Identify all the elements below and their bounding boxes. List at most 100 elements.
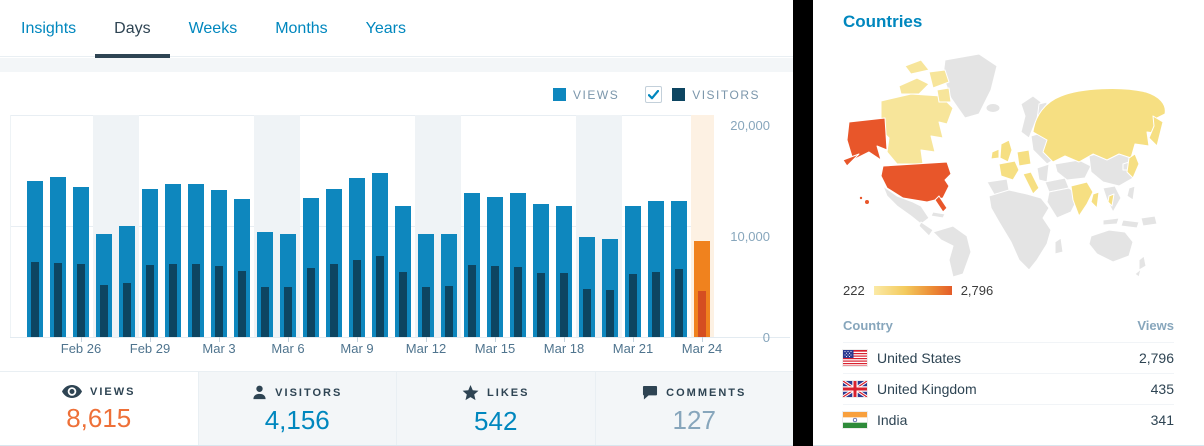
visitors-bar-mar-11[interactable] [399, 272, 407, 337]
visitors-bar-mar-5[interactable] [261, 287, 269, 337]
visitors-bar-mar-12[interactable] [422, 287, 430, 337]
visitors-bar-feb-29[interactable] [146, 265, 154, 337]
visitors-bar-mar-19[interactable] [583, 289, 591, 337]
x-label-mar-3: Mar 3 [202, 341, 236, 356]
countries-table: Country Views United States 2,796 United K… [843, 318, 1174, 435]
visitors-checkbox[interactable] [645, 86, 663, 103]
y-tick-10000: 10,000 [730, 229, 770, 244]
map-united-kingdom [999, 139, 1013, 163]
x-tick [564, 337, 565, 342]
x-tick [495, 337, 496, 342]
country-views: 435 [1150, 381, 1174, 397]
visitors-bar-mar-16[interactable] [514, 267, 522, 337]
countries-table-header: Country Views [843, 318, 1174, 342]
map-germany [1016, 149, 1032, 167]
visitors-bar-mar-4[interactable] [238, 271, 246, 337]
map-legend-min: 222 [843, 283, 865, 298]
map-mexico [882, 185, 930, 225]
summary-tab-label-row: VISITORS [199, 385, 397, 400]
visitors-bar-mar-7[interactable] [307, 268, 315, 337]
y-tick-20000: 20,000 [730, 118, 770, 133]
summary-tab-visitors[interactable]: VISITORS 4,156 [197, 372, 397, 445]
map-legend-gradient [873, 286, 952, 295]
visitors-bar-feb-27[interactable] [100, 285, 108, 337]
map-central-asia [1054, 159, 1092, 181]
summary-tab-value: 127 [672, 405, 716, 435]
country-name: India [877, 412, 908, 428]
country-row-us[interactable]: United States 2,796 [843, 342, 1174, 373]
map-united-states [880, 161, 952, 203]
tab-years[interactable]: Years [365, 19, 406, 37]
period-tabbar: Insights Days Weeks Months Years [0, 0, 793, 58]
x-label-mar-6: Mar 6 [271, 341, 305, 356]
eye-icon [62, 385, 83, 398]
tab-insights[interactable]: Insights [21, 19, 77, 37]
map-russia [1032, 88, 1166, 163]
map-orange-regions [842, 117, 952, 213]
summary-tab-comments[interactable]: COMMENTS 127 [594, 372, 793, 445]
comment-icon [642, 385, 658, 400]
map-africa [988, 189, 1052, 271]
country-name: United States [877, 350, 962, 366]
map-scandinavia [1020, 95, 1042, 139]
tab-weeks[interactable]: Weeks [188, 19, 238, 37]
country-row-in[interactable]: India 341 [843, 404, 1174, 435]
summary-tab-label: LIKES [487, 387, 530, 399]
summary-tab-label-row: LIKES [397, 385, 595, 401]
visitors-bar-feb-25[interactable] [54, 263, 62, 337]
x-tick [633, 337, 634, 342]
visitors-bar-mar-2[interactable] [192, 264, 200, 337]
visitors-bar-mar-21[interactable] [629, 274, 637, 337]
visitors-bar-mar-20[interactable] [606, 290, 614, 337]
visitors-bar-mar-15[interactable] [491, 266, 499, 337]
visitors-bar-mar-24[interactable] [698, 291, 706, 337]
visitors-bar-mar-22[interactable] [652, 272, 660, 337]
views-column-header: Views [1137, 318, 1174, 333]
map-kamchatka [1148, 115, 1164, 147]
visitors-bar-feb-26[interactable] [77, 264, 85, 337]
country-row-gb[interactable]: United Kingdom 435 [843, 373, 1174, 404]
tab-months[interactable]: Months [275, 19, 328, 37]
x-tick [150, 337, 151, 342]
countries-panel: Countries [813, 0, 1204, 446]
legend-visitors: VISITORS [645, 86, 760, 103]
map-france [998, 160, 1020, 181]
map-india [1070, 181, 1094, 217]
country-views: 341 [1150, 412, 1174, 428]
x-label-mar-9: Mar 9 [340, 341, 374, 356]
visitors-bar-mar-23[interactable] [675, 269, 683, 337]
summary-tab-label-row: VIEWS [0, 385, 198, 398]
legend-visitors-label: VISITORS [692, 87, 760, 102]
map-legend: 222 2,796 [843, 283, 993, 298]
tab-days[interactable]: Days [95, 0, 171, 58]
world-map[interactable] [841, 46, 1176, 278]
summary-tab-views[interactable]: VIEWS 8,615 [0, 372, 198, 445]
x-label-mar-15: Mar 15 [474, 341, 516, 356]
map-alaska [846, 117, 888, 161]
chart-legend: VIEWS VISITORS [553, 86, 760, 103]
x-tick [357, 337, 358, 342]
visitors-bar-feb-24[interactable] [31, 262, 39, 337]
visitors-bar-mar-13[interactable] [445, 286, 453, 337]
map-italy [1022, 171, 1040, 195]
visitors-bar-mar-10[interactable] [376, 256, 384, 337]
user-icon [252, 385, 267, 400]
summary-tab-likes[interactable]: LIKES 542 [396, 372, 595, 445]
x-axis-line [10, 337, 790, 338]
bar-chart: 20,000 10,000 0 Feb 26 Feb 29 Mar 3 Mar 6 Mar 9… [0, 115, 793, 356]
plot-left-edge [10, 115, 11, 337]
checkmark-icon [648, 89, 660, 99]
visitors-bar-feb-28[interactable] [123, 283, 131, 337]
map-middle-east [1046, 187, 1080, 219]
gb-flag-icon [843, 381, 867, 397]
visitors-bar-mar-6[interactable] [284, 287, 292, 337]
visitors-bar-mar-3[interactable] [215, 266, 223, 337]
x-tick [702, 337, 703, 342]
visitors-bar-mar-9[interactable] [353, 260, 361, 337]
x-label-mar-21: Mar 21 [612, 341, 654, 356]
visitors-bar-mar-14[interactable] [468, 265, 476, 337]
visitors-bar-mar-18[interactable] [560, 273, 568, 337]
visitors-bar-mar-8[interactable] [330, 264, 338, 337]
visitors-bar-mar-17[interactable] [537, 273, 545, 337]
visitors-bar-mar-1[interactable] [169, 264, 177, 337]
